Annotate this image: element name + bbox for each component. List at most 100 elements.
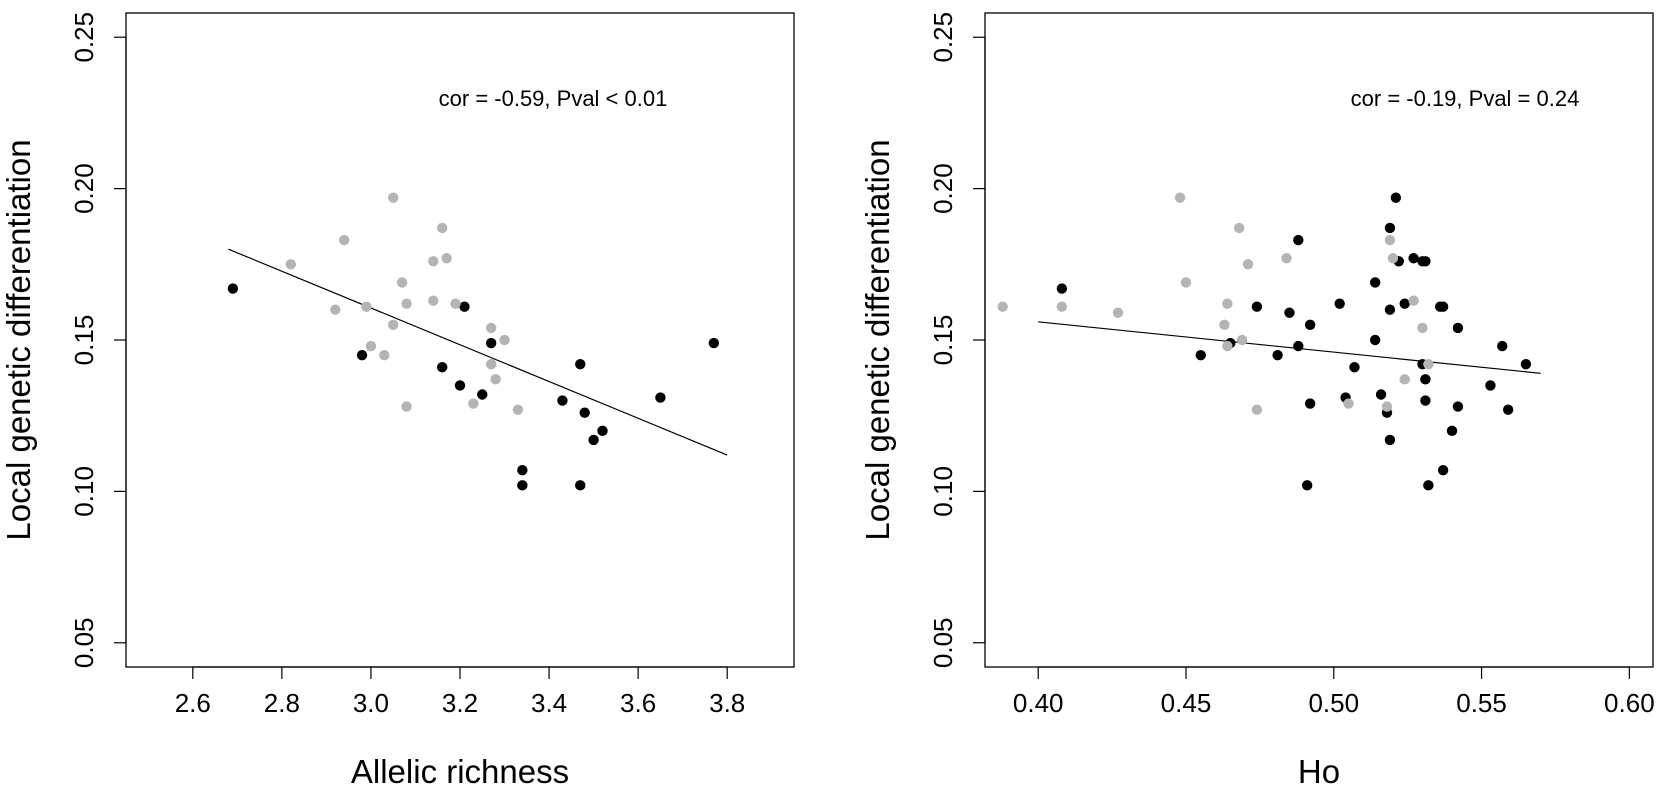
gray-data-point bbox=[396, 277, 408, 288]
gray-data-point bbox=[339, 234, 350, 246]
x-tick-label: 3.2 bbox=[442, 688, 478, 718]
black-data-point bbox=[1375, 389, 1387, 400]
gray-data-point bbox=[401, 298, 412, 309]
y-tick-label: 0.25 bbox=[928, 12, 958, 63]
gray-data-point bbox=[1112, 307, 1124, 318]
x-tick-label: 0.50 bbox=[1308, 688, 1359, 718]
x-tick-label: 3.6 bbox=[620, 688, 656, 718]
black-data-point bbox=[655, 392, 666, 403]
black-data-point bbox=[1284, 307, 1295, 318]
y-tick-label: 0.05 bbox=[928, 617, 958, 668]
stats-annotation: cor = -0.19, Pval = 0.24 bbox=[1351, 86, 1580, 111]
black-data-point bbox=[517, 480, 528, 491]
gray-data-point bbox=[388, 192, 399, 203]
x-tick-label: 0.40 bbox=[1013, 688, 1064, 718]
black-data-point bbox=[597, 425, 608, 437]
black-data-point bbox=[459, 301, 470, 312]
y-axis-title: Local genetic differentiation bbox=[0, 139, 37, 540]
regression-line bbox=[1038, 321, 1541, 374]
gray-data-point bbox=[285, 259, 296, 270]
black-data-point bbox=[1304, 319, 1316, 331]
black-data-point bbox=[1369, 334, 1381, 346]
y-tick-label: 0.10 bbox=[928, 466, 958, 517]
black-data-point bbox=[1369, 277, 1381, 288]
black-data-point bbox=[477, 389, 488, 400]
black-data-point bbox=[575, 359, 586, 370]
black-data-point bbox=[1334, 298, 1345, 309]
black-data-point bbox=[1384, 304, 1396, 315]
black-data-point bbox=[708, 337, 720, 349]
gray-data-point bbox=[1417, 322, 1428, 334]
black-data-point bbox=[1420, 256, 1431, 267]
gray-data-point bbox=[1423, 359, 1434, 370]
gray-data-point bbox=[1251, 404, 1263, 415]
black-data-point bbox=[1423, 480, 1434, 491]
black-data-point bbox=[1399, 298, 1410, 309]
y-tick-label: 0.15 bbox=[928, 315, 958, 366]
y-axis: 0.05 0.10 0.15 0.20 0.25 bbox=[928, 12, 986, 668]
gray-data-point bbox=[1056, 301, 1068, 312]
black-data-point bbox=[1390, 192, 1402, 203]
gray-data-point bbox=[428, 256, 439, 267]
gray-data-point bbox=[401, 401, 412, 412]
gray-data-point bbox=[997, 301, 1008, 312]
gray-data-point bbox=[379, 349, 390, 361]
black-data-point bbox=[1301, 480, 1313, 491]
gray-data-point bbox=[485, 359, 497, 370]
x-tick-label: 3.0 bbox=[353, 688, 389, 718]
gray-data-point bbox=[485, 322, 497, 334]
stats-annotation: cor = -0.59, Pval < 0.01 bbox=[439, 86, 668, 111]
black-data-point bbox=[356, 349, 368, 361]
black-data-point bbox=[1251, 301, 1263, 312]
black-data-point bbox=[1452, 322, 1464, 334]
y-tick-label: 0.25 bbox=[69, 12, 99, 63]
black-data-point bbox=[227, 283, 239, 294]
black-data-point bbox=[517, 464, 528, 476]
black-data-point bbox=[1408, 253, 1419, 264]
gray-data-point bbox=[1381, 401, 1393, 412]
gray-data-point bbox=[436, 222, 448, 234]
gray-data-point bbox=[1343, 398, 1354, 409]
black-data-point bbox=[1420, 374, 1431, 385]
gray-data-point bbox=[1233, 222, 1245, 234]
gray-data-point bbox=[1219, 319, 1230, 331]
black-data-point bbox=[1437, 464, 1449, 476]
black-data-point bbox=[1272, 349, 1283, 361]
regression-line bbox=[228, 248, 728, 456]
gray-data-point bbox=[490, 374, 501, 385]
black-data-point bbox=[1293, 234, 1304, 246]
x-tick-label: 2.8 bbox=[264, 688, 300, 718]
x-tick-label: 2.6 bbox=[175, 688, 211, 718]
right-scatter-panel: 0.40 0.45 0.50 0.55 0.60 0.05 0.10 0.15 0.20 0.2… bbox=[859, 12, 1655, 790]
x-axis: 0.40 0.45 0.50 0.55 0.60 bbox=[1013, 666, 1655, 718]
gray-data-point bbox=[512, 404, 524, 415]
x-tick-label: 0.45 bbox=[1161, 688, 1212, 718]
gray-data-point bbox=[361, 301, 372, 312]
black-data-point bbox=[1485, 380, 1496, 391]
x-tick-label: 3.4 bbox=[531, 688, 567, 718]
black-data-point bbox=[1384, 222, 1396, 234]
black-data-point bbox=[579, 407, 590, 418]
black-data-point bbox=[1349, 362, 1360, 373]
black-data-point bbox=[1195, 349, 1206, 361]
y-axis-title: Local genetic differentiation bbox=[859, 139, 896, 540]
gray-data-point bbox=[365, 340, 377, 352]
y-tick-label: 0.05 bbox=[69, 617, 99, 668]
black-data-point bbox=[1304, 398, 1316, 409]
gray-data-point bbox=[468, 398, 479, 409]
black-data-point bbox=[1502, 404, 1514, 415]
gray-data-point bbox=[499, 334, 510, 346]
data-points bbox=[997, 192, 1532, 491]
black-data-point bbox=[1437, 301, 1449, 312]
x-axis: 2.6 2.8 3.0 3.2 3.4 3.6 3.8 bbox=[175, 666, 745, 718]
x-tick-label: 0.60 bbox=[1604, 688, 1655, 718]
x-axis-title: Allelic richness bbox=[351, 753, 569, 790]
black-data-point bbox=[485, 337, 497, 349]
black-data-point bbox=[1384, 434, 1396, 446]
gray-data-point bbox=[1222, 340, 1233, 352]
black-data-point bbox=[1446, 425, 1458, 437]
gray-data-point bbox=[1242, 259, 1254, 270]
data-points bbox=[227, 192, 720, 491]
black-data-point bbox=[1497, 340, 1508, 352]
y-tick-label: 0.20 bbox=[69, 163, 99, 214]
